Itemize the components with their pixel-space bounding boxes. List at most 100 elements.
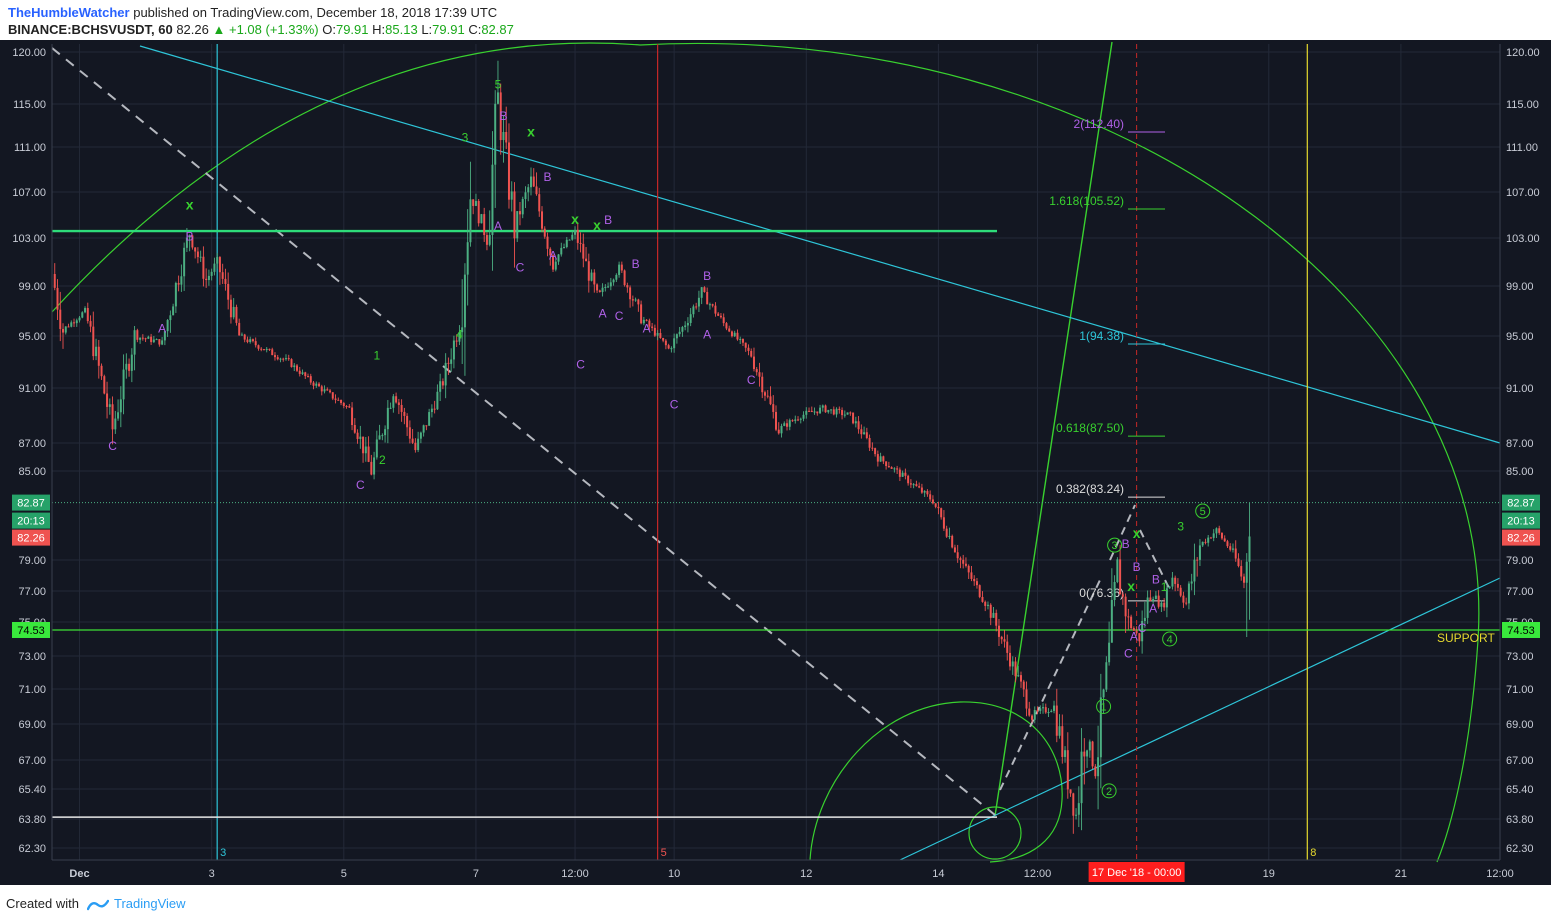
candle-body [741, 338, 744, 343]
candle-body [397, 402, 400, 405]
high-label: H: [372, 22, 386, 37]
candle-body [59, 309, 62, 329]
candle-body [824, 405, 827, 413]
candle-body [529, 176, 532, 188]
price-chart[interactable]: 3 5 8 SUPPORT 2(112.40) 1.618(105.52) 1(94.38)… [0, 40, 1551, 885]
candle-body [89, 321, 92, 327]
support-price-label-box-right [1502, 621, 1540, 638]
candle-body [188, 235, 191, 238]
chart-area[interactable]: 3 5 8 SUPPORT 2(112.40) 1.618(105.52) 1(94.38)… [0, 40, 1551, 885]
y-tick-label-left: 63.80 [18, 814, 46, 826]
last-price-label-left: 82.26 [17, 533, 45, 545]
candle-body [673, 338, 676, 349]
candle-body [863, 432, 866, 435]
candle-body [794, 419, 797, 421]
candle-body [92, 326, 95, 357]
candle-body [893, 468, 896, 470]
candle-body [73, 322, 76, 324]
countdown-label-box-right [1502, 512, 1540, 529]
candle-body [912, 484, 915, 486]
candle-body [557, 254, 560, 262]
candle-body [598, 290, 601, 292]
candle-body [780, 425, 783, 434]
candle-body [218, 257, 221, 273]
candle-body [1245, 561, 1248, 583]
candle-body [799, 418, 802, 420]
tradingview-brand[interactable]: TradingView [114, 896, 186, 911]
candle-body [301, 372, 304, 374]
candle-body [414, 442, 417, 451]
candle-body [763, 392, 766, 396]
fib-level-label: 0.618(87.50) [1056, 421, 1124, 435]
candle-body [210, 271, 213, 276]
candle-body [750, 350, 753, 357]
candle-body [788, 420, 791, 427]
x-marker: x [1127, 578, 1135, 594]
candle-body [854, 421, 857, 424]
support-price-label-left: 74.53 [17, 625, 45, 637]
y-tick-label-left: 79.00 [18, 555, 46, 567]
candle-body [496, 92, 499, 104]
wave-label: C [747, 373, 756, 387]
candle-body [1218, 528, 1221, 533]
candle-body [805, 410, 808, 415]
x-marker: x [1133, 525, 1141, 541]
y-tick-label-left: 111.00 [14, 142, 46, 154]
last-price-label-box-right [1502, 529, 1540, 546]
candle-body [703, 287, 706, 293]
candle-body [384, 429, 387, 436]
candle-body [978, 585, 981, 597]
candle-body [700, 287, 703, 298]
wave-label: 3 [462, 131, 469, 145]
candle-body [1050, 710, 1053, 713]
candle-body [1058, 726, 1061, 736]
candle-body [279, 358, 282, 360]
candle-body [205, 278, 208, 281]
candle-body [1190, 581, 1193, 584]
circled-wave-marker [1162, 631, 1178, 647]
candle-body [708, 304, 711, 306]
candle-body [469, 199, 472, 243]
countdown-label-box-left [12, 512, 50, 529]
candle-body [130, 354, 133, 371]
candle-body [871, 447, 874, 449]
candle-body [714, 305, 717, 314]
candle-body [147, 336, 150, 339]
candle-body [100, 365, 103, 377]
candle-body [199, 256, 202, 258]
wave-label: C [108, 439, 117, 453]
candle-body [1094, 766, 1097, 777]
candle-body [920, 487, 923, 493]
candle-body [1011, 661, 1014, 667]
candle-body [849, 412, 852, 414]
y-tick-label-left: 95.00 [18, 331, 46, 343]
candle-body [1077, 803, 1080, 815]
candle-body [623, 270, 626, 286]
candle-body [257, 345, 260, 349]
candle-body [1234, 548, 1237, 559]
candle-body [722, 317, 725, 324]
candle-body [1080, 751, 1083, 804]
candle-body [1179, 587, 1182, 596]
candle-body [293, 365, 296, 368]
candle-body [549, 248, 552, 256]
author-link[interactable]: TheHumbleWatcher [8, 5, 130, 20]
candle-body [216, 257, 219, 264]
candle-body [1031, 715, 1034, 720]
candle-body [152, 339, 155, 343]
close-price-label-left: 82.87 [17, 498, 45, 510]
candle-body [348, 406, 351, 408]
close-price-label-box-right [1502, 494, 1540, 511]
candle-body [909, 483, 912, 485]
wave-label: B [604, 213, 612, 227]
candle-body [956, 552, 959, 559]
candle-body [312, 382, 315, 386]
candle-body [260, 348, 263, 350]
candle-body [582, 243, 585, 259]
wave-label: B [186, 229, 194, 243]
wave-label: 2 [379, 453, 386, 467]
ohlc-line: BINANCE:BCHSVUSDT, 60 82.26 ▲ +1.08 (+1.… [8, 22, 514, 37]
candle-body [56, 287, 59, 310]
candle-body [565, 239, 568, 247]
candle-body [1212, 533, 1215, 538]
